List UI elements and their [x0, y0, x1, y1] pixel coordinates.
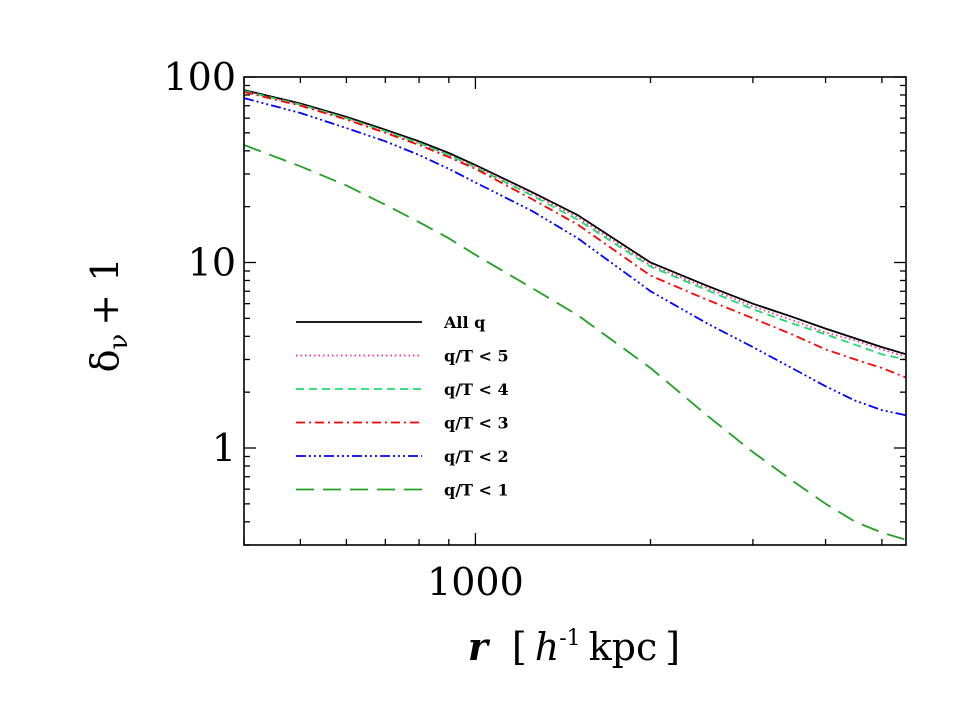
y-axis-label: δν + 1 [83, 258, 134, 373]
y-tick-label: 10 [188, 241, 236, 285]
tick-layer [243, 76, 906, 546]
series-line-4 [244, 91, 906, 379]
series-line-3 [244, 90, 906, 361]
legend-label-2: q/T < 5 [444, 347, 509, 366]
legend-label-6: q/T < 1 [444, 481, 509, 500]
x-axis-label-var: h [535, 625, 559, 669]
x-axis-label-close: ] [665, 625, 680, 669]
x-axis-label-open: [ [512, 625, 527, 669]
plot-frame [243, 76, 907, 546]
x-axis-label: r [h-1 kpc] [468, 624, 680, 669]
series-line-1 [244, 89, 906, 356]
y-axis-label-sub: ν [104, 334, 134, 350]
x-axis-label-sup: -1 [559, 626, 580, 651]
legend-label-5: q/T < 2 [444, 447, 509, 466]
series-line-2 [244, 90, 906, 358]
x-axis-label-unit: kpc [589, 625, 658, 669]
legend-label-4: q/T < 3 [444, 414, 509, 433]
y-tick-label: 1 [212, 426, 236, 470]
series-line-6 [244, 144, 906, 541]
y-axis-label-tail: + 1 [83, 258, 127, 326]
x-axis-label-main: r [468, 624, 491, 669]
legend-label-3: q/T < 4 [444, 380, 509, 399]
x-tick-label: 1000 [427, 560, 524, 604]
legend-label-1: All q [443, 313, 485, 332]
y-axis-label-main: δ [83, 350, 127, 373]
tick-label-layer: 1 10 100 1000 [163, 55, 523, 604]
legend: All q q/T < 5 q/T < 4 q/T < 3 q/T < 2 q/T < 1 [296, 313, 509, 500]
series-line-5 [244, 97, 906, 417]
y-tick-label: 100 [163, 55, 236, 99]
series-layer [244, 89, 906, 541]
